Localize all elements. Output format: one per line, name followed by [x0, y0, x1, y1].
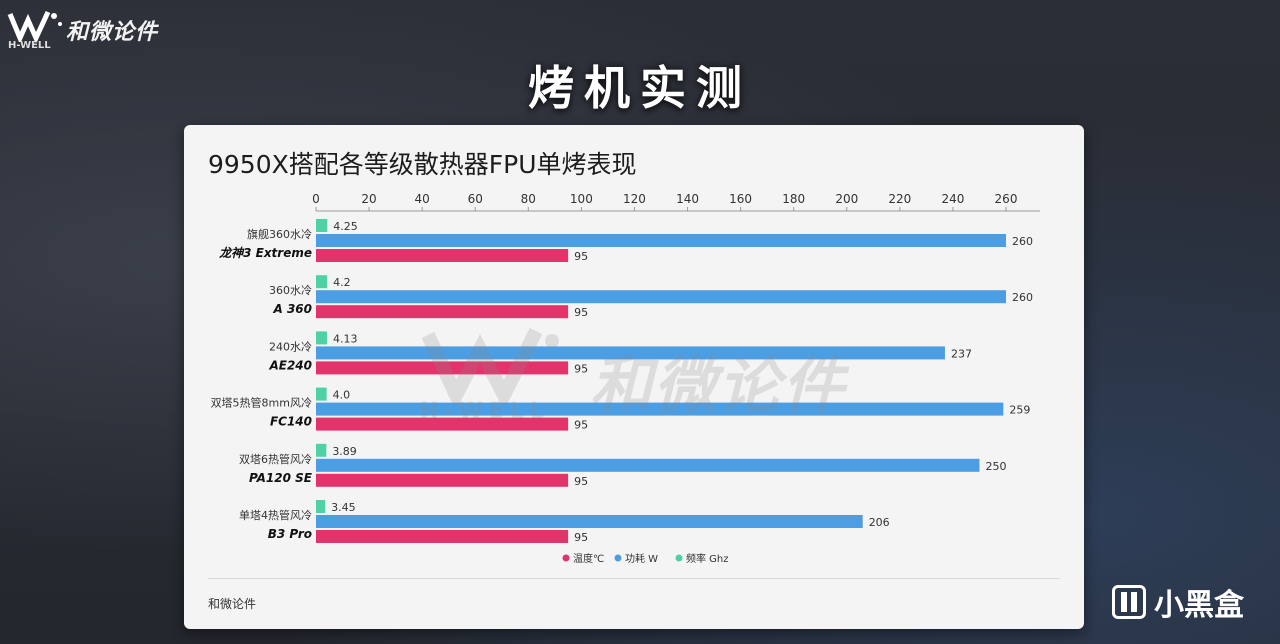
bar-frequency [316, 331, 327, 345]
bar-power [316, 346, 945, 360]
data-label-power: 260 [1012, 235, 1033, 248]
data-label-temperature: 95 [574, 531, 588, 544]
category-model-label: PA120 SE [249, 471, 313, 485]
x-tick-label: 60 [468, 192, 483, 206]
category-model-label: B3 Pro [268, 527, 312, 541]
x-tick-label: 100 [570, 192, 593, 206]
data-label-power: 260 [1012, 291, 1033, 304]
page-title: 烤机实测 [528, 61, 752, 115]
data-label-frequency: 4.25 [333, 220, 358, 233]
x-tick-label: 220 [888, 192, 911, 206]
legend-marker [675, 554, 683, 562]
data-label-frequency: 4.13 [333, 332, 358, 345]
legend-label: 温度℃ [573, 552, 604, 565]
category-label: 双塔6热管风冷 [239, 452, 312, 466]
category-label: 240水冷 [269, 340, 312, 353]
data-label-power: 259 [1009, 404, 1030, 417]
data-label-frequency: 3.45 [331, 501, 356, 514]
legend-marker [614, 554, 622, 562]
bar-temperature [316, 530, 569, 543]
x-tick-label: 80 [521, 192, 536, 206]
bar-power [316, 290, 1006, 304]
bar-power [316, 458, 980, 472]
brand-name-cn: 和微论件 [66, 20, 159, 45]
category-label: 双塔5热管8mm风冷 [211, 396, 312, 410]
data-label-power: 250 [985, 460, 1006, 473]
bar-temperature [316, 249, 569, 262]
bar-power [316, 515, 863, 528]
x-tick-label: 160 [729, 192, 752, 206]
x-tick-label: 180 [782, 192, 805, 206]
data-label-temperature: 95 [574, 250, 588, 263]
bar-chart: 0 20 40 60 80 100 120 140 160 180 200 220 240 260 4.25… [211, 192, 1040, 565]
x-tick-label: 140 [676, 192, 699, 206]
bar-temperature [316, 361, 569, 375]
x-tick-label: 0 [312, 192, 320, 206]
bar-temperature [316, 417, 569, 431]
bar-frequency [316, 443, 327, 457]
legend-label: 功耗 W [625, 553, 658, 565]
category-label: 旗舰360水冷 [247, 227, 312, 241]
bar-power [316, 402, 1004, 416]
x-tick-label: 200 [835, 192, 858, 206]
category-model-label: FC140 [270, 415, 312, 429]
xiaoheihe-icon [1112, 585, 1146, 619]
x-tick-label: 240 [941, 192, 964, 206]
x-tick-label: 260 [995, 192, 1018, 206]
data-label-power: 237 [951, 347, 972, 360]
category-label: 360水冷 [269, 284, 312, 297]
x-tick-label: 20 [361, 192, 376, 206]
category-label: 单塔4热管风冷 [239, 508, 312, 522]
bar-temperature [316, 473, 569, 487]
data-label-frequency: 4.0 [333, 389, 351, 402]
data-label-frequency: 4.2 [333, 276, 351, 289]
xiaoheihe-badge: 小黑盒 [1112, 580, 1244, 624]
legend-label: 频率 Ghz [686, 552, 729, 565]
data-label-temperature: 95 [574, 419, 588, 432]
card-footer: 和微论件 [208, 597, 257, 611]
bar-frequency [316, 500, 326, 513]
data-label-temperature: 95 [574, 306, 588, 319]
legend-marker [562, 554, 570, 562]
data-label-frequency: 3.89 [332, 445, 357, 458]
chart-title: 9950X搭配各等级散热器FPU单烤表现 [208, 150, 637, 179]
data-label-temperature: 95 [574, 475, 588, 488]
x-tick-label: 120 [623, 192, 646, 206]
brand-logo [6, 8, 176, 50]
chart-card: 9950X搭配各等级散热器FPU单烤表现 0 20 40 60 80 100 120 140 1… [184, 125, 1084, 629]
brand-logo-icon [7, 10, 62, 45]
data-label-power: 206 [869, 516, 890, 529]
bar-frequency [316, 275, 328, 289]
category-model-label: 龙神3 Extreme [218, 246, 312, 260]
xiaoheihe-label: 小黑盒 [1154, 588, 1244, 623]
bar-power [316, 234, 1006, 247]
footer-divider [208, 578, 1060, 579]
bar-frequency [316, 387, 327, 401]
category-model-label: A 360 [272, 302, 312, 316]
data-label-temperature: 95 [574, 362, 588, 375]
category-model-label: AE240 [268, 358, 312, 372]
bar-temperature [316, 305, 569, 319]
x-tick-label: 40 [415, 192, 430, 206]
brand-name-en: H-WELL [8, 40, 51, 51]
bar-frequency [316, 219, 328, 232]
